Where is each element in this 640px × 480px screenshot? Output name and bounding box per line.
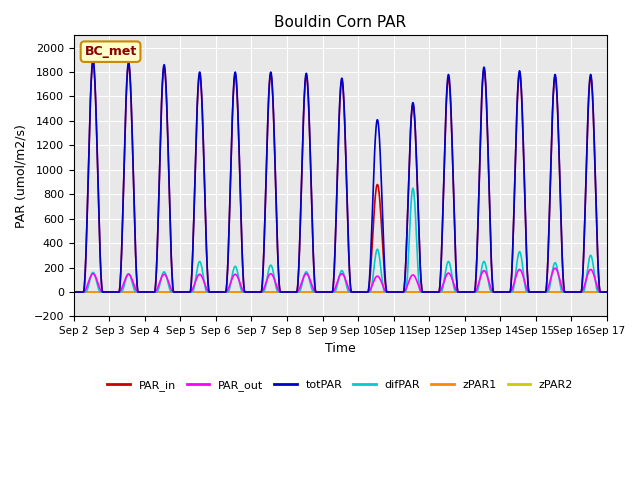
PAR_in [248, 289, 256, 295]
difPAR [603, 289, 611, 295]
PAR_out [493, 289, 500, 295]
Line: totPAR: totPAR [74, 60, 607, 292]
PAR_out [189, 287, 196, 292]
zPAR2 [189, 289, 196, 295]
PAR_out [423, 289, 431, 295]
totPAR [603, 289, 611, 295]
Line: PAR_in: PAR_in [74, 62, 607, 292]
PAR_in [176, 289, 184, 295]
zPAR2 [540, 289, 547, 295]
zPAR2 [175, 289, 183, 295]
PAR_in [89, 60, 97, 65]
difPAR [424, 289, 431, 295]
totPAR [176, 289, 184, 295]
zPAR1 [189, 289, 196, 295]
difPAR [493, 289, 500, 295]
zPAR1 [493, 289, 500, 295]
PAR_out [540, 289, 547, 295]
PAR_in [70, 289, 77, 295]
difPAR [540, 289, 548, 295]
PAR_in [424, 289, 431, 295]
zPAR2 [493, 289, 500, 295]
zPAR1 [423, 289, 431, 295]
totPAR [540, 289, 548, 295]
zPAR1 [603, 289, 611, 295]
Line: PAR_out: PAR_out [74, 268, 607, 292]
totPAR [70, 289, 77, 295]
zPAR1 [540, 289, 547, 295]
PAR_out [70, 289, 77, 295]
PAR_in [189, 250, 196, 256]
totPAR [424, 289, 431, 295]
totPAR [89, 57, 97, 63]
zPAR2 [423, 289, 431, 295]
PAR_in [493, 289, 500, 295]
Y-axis label: PAR (umol/m2/s): PAR (umol/m2/s) [15, 124, 28, 228]
X-axis label: Time: Time [325, 342, 356, 355]
Title: Bouldin Corn PAR: Bouldin Corn PAR [275, 15, 406, 30]
zPAR2 [603, 289, 611, 295]
zPAR2 [248, 289, 256, 295]
difPAR [248, 289, 256, 295]
zPAR2 [70, 289, 77, 295]
PAR_out [248, 289, 256, 295]
Legend: PAR_in, PAR_out, totPAR, difPAR, zPAR1, zPAR2: PAR_in, PAR_out, totPAR, difPAR, zPAR1, … [103, 375, 578, 395]
Line: difPAR: difPAR [74, 188, 607, 292]
PAR_in [540, 289, 548, 295]
PAR_out [603, 289, 611, 295]
Text: BC_met: BC_met [84, 45, 137, 58]
difPAR [175, 289, 183, 295]
totPAR [493, 289, 500, 295]
zPAR1 [248, 289, 256, 295]
PAR_out [175, 289, 183, 295]
difPAR [189, 289, 196, 295]
zPAR1 [175, 289, 183, 295]
difPAR [409, 185, 417, 191]
difPAR [70, 289, 77, 295]
totPAR [189, 250, 196, 256]
PAR_out [551, 265, 559, 271]
PAR_in [603, 289, 611, 295]
zPAR1 [70, 289, 77, 295]
totPAR [248, 289, 256, 295]
